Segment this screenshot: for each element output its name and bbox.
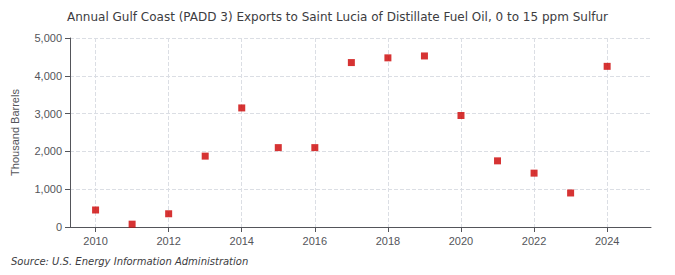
svg-text:5,000: 5,000 (34, 32, 62, 44)
svg-text:2018: 2018 (376, 235, 400, 247)
svg-text:2010: 2010 (83, 235, 107, 247)
svg-text:2022: 2022 (522, 235, 546, 247)
svg-text:2020: 2020 (449, 235, 473, 247)
svg-text:2,000: 2,000 (34, 145, 62, 157)
svg-text:Source: U.S. Energy Informatio: Source: U.S. Energy Information Administ… (11, 256, 248, 267)
svg-text:1,000: 1,000 (34, 183, 62, 195)
svg-text:Annual Gulf Coast (PADD 3) Exp: Annual Gulf Coast (PADD 3) Exports to Sa… (67, 10, 608, 24)
svg-text:2016: 2016 (303, 235, 327, 247)
svg-text:0: 0 (56, 221, 62, 233)
svg-text:3,000: 3,000 (34, 108, 62, 120)
svg-text:4,000: 4,000 (34, 70, 62, 82)
svg-text:2012: 2012 (156, 235, 180, 247)
svg-text:Thousand Barrels: Thousand Barrels (9, 89, 21, 176)
svg-text:2024: 2024 (595, 235, 619, 247)
svg-text:2014: 2014 (229, 235, 253, 247)
